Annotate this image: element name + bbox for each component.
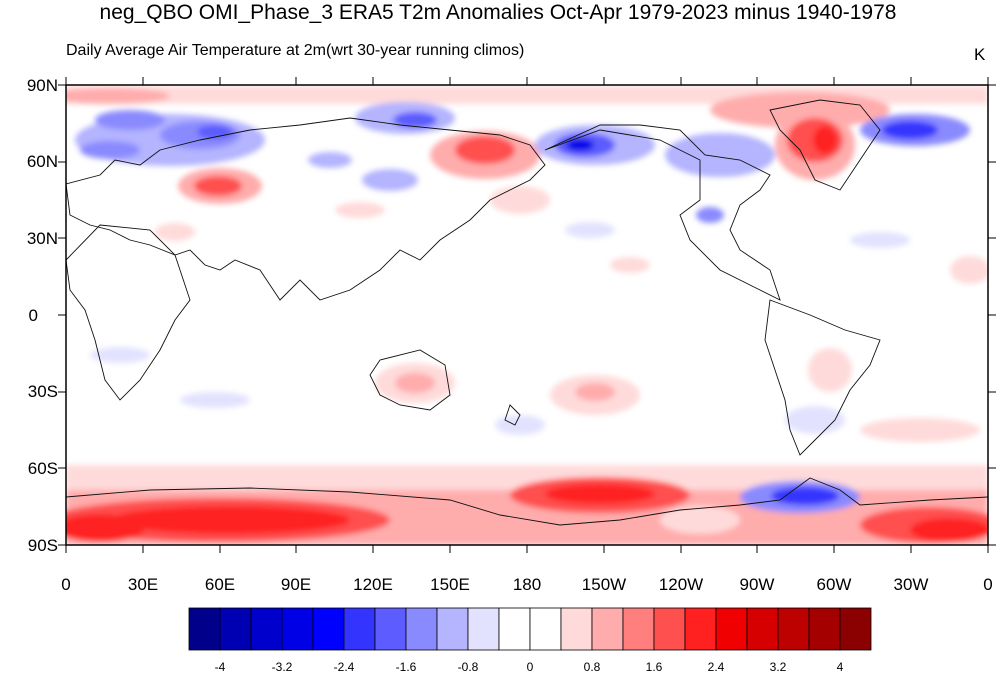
colorbar-swatch [312,607,345,651]
axis-ticks [58,77,996,553]
lon-label-120e: 120E [353,575,393,594]
coastlines [66,99,988,526]
map-plot-area [66,85,988,545]
colorbar-label: -4 [214,660,226,674]
lat-label-60n: 60N [26,152,58,171]
colorbar-label: -3.2 [271,660,293,674]
colorbar-label: 0 [526,660,534,674]
lon-label-60e: 60E [204,575,236,594]
colorbar-swatch [219,607,252,651]
colorbar-swatch [343,607,376,651]
units-label: K [974,45,986,64]
lat-label-60s: 60S [27,459,58,478]
colorbar-swatch [746,607,779,651]
colorbar-swatch [498,607,531,651]
lon-label-150e: 150E [430,575,470,594]
figure-title: neg_QBO OMI_Phase_3 ERA5 T2m Anomalies O… [99,1,897,24]
colorbar-label: 1.6 [645,660,663,674]
colorbar-label: -1.6 [395,660,417,674]
colorbar-swatch [405,607,438,651]
colorbar-swatch [684,607,717,651]
lon-label-30e: 30E [127,575,159,594]
lon-label-60w: 60W [816,575,852,594]
colorbar-label: 4 [836,660,844,674]
lon-label-30w: 30W [893,575,929,594]
colorbar-swatch [436,607,469,651]
colorbar-swatch [622,607,655,651]
colorbar-swatch [250,607,283,651]
lon-label-0: 0 [61,575,71,594]
colorbar-label: 2.4 [707,660,725,674]
colorbar-swatch [653,607,686,651]
colorbar-swatch [281,607,314,651]
lon-label-90w: 90W [739,575,775,594]
colorbar-swatch [467,607,500,651]
lat-label-90n: 90N [26,76,58,95]
colorbar-swatch [529,607,562,651]
colorbar-swatch [715,607,748,651]
colorbar-swatch [560,607,593,651]
lon-label-120w: 120W [658,575,704,594]
colorbar-swatch [839,607,872,651]
lon-label-90e: 90E [280,575,312,594]
colorbar-label: -0.8 [457,660,479,674]
colorbar-label: 3.2 [769,660,787,674]
colorbar-swatch [591,607,624,651]
colorbar-label: -2.4 [333,660,355,674]
colorbar-swatch [374,607,407,651]
colorbar-swatch [777,607,810,651]
colorbar-swatch [188,607,221,651]
lat-label-0: 0 [28,306,38,325]
colorbar [188,607,872,651]
lat-label-90s: 90S [27,536,58,555]
lon-label-150w: 150W [581,575,627,594]
lat-label-30s: 30S [27,382,58,401]
lat-label-30n: 30N [26,229,58,248]
lon-label-0-east: 0 [983,575,993,594]
lon-label-180: 180 [512,575,542,594]
colorbar-label: 0.8 [583,660,601,674]
colorbar-swatch [808,607,841,651]
figure-subtitle: Daily Average Air Temperature at 2m(wrt … [66,42,525,59]
